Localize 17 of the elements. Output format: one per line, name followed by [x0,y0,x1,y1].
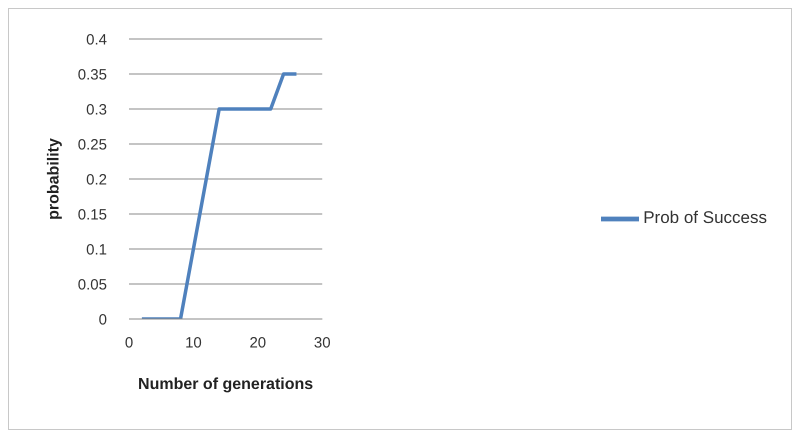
legend-label: Prob of Success [643,208,767,227]
x-tick-label: 10 [185,334,202,352]
x-tick-label: 0 [124,334,134,352]
y-tick-label: 0 [98,311,107,328]
y-tick-label: 0.15 [78,206,107,224]
y-tick-label: 0.35 [78,66,107,84]
x-tick-label: 30 [314,334,331,352]
y-tick-label: 0.3 [86,101,107,118]
y-axis-title: probability [46,138,63,220]
y-tick-label: 0.1 [86,241,107,258]
y-tick-label: 0.05 [78,276,107,294]
y-tick-label: 0.4 [86,31,107,48]
y-tick-label: 0.25 [78,136,107,154]
y-tick-label: 0.2 [86,171,107,188]
x-axis-title: Number of generations [138,376,314,393]
x-tick-label: 20 [249,334,266,352]
line-series [140,72,298,319]
